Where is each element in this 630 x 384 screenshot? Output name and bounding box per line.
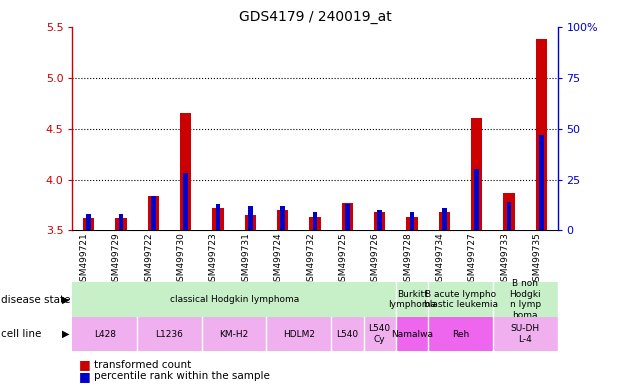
Text: Namalwa: Namalwa bbox=[391, 329, 433, 339]
Text: GSM499724: GSM499724 bbox=[273, 232, 283, 286]
Text: disease state: disease state bbox=[1, 295, 71, 305]
Bar bbox=[86, 214, 91, 230]
Bar bbox=[507, 202, 512, 230]
Bar bbox=[438, 212, 450, 230]
Bar bbox=[428, 282, 493, 317]
Bar bbox=[396, 282, 428, 317]
Bar bbox=[215, 204, 220, 230]
Text: Reh: Reh bbox=[452, 329, 469, 339]
Text: GSM499735: GSM499735 bbox=[532, 232, 541, 287]
Bar bbox=[212, 208, 224, 230]
Bar bbox=[471, 119, 483, 230]
Bar bbox=[442, 208, 447, 230]
Text: GSM499727: GSM499727 bbox=[467, 232, 477, 287]
Text: GSM499728: GSM499728 bbox=[403, 232, 412, 287]
Text: SU-DH
L-4: SU-DH L-4 bbox=[511, 324, 540, 344]
Bar bbox=[266, 317, 331, 351]
Bar bbox=[115, 218, 127, 230]
Text: transformed count: transformed count bbox=[94, 360, 192, 370]
Bar bbox=[493, 317, 558, 351]
Bar bbox=[280, 206, 285, 230]
Bar bbox=[312, 212, 318, 230]
Bar bbox=[137, 317, 202, 351]
Text: cell line: cell line bbox=[1, 329, 42, 339]
Text: GSM499725: GSM499725 bbox=[338, 232, 347, 287]
Bar bbox=[341, 203, 353, 230]
Bar bbox=[244, 215, 256, 230]
Text: GSM499731: GSM499731 bbox=[241, 232, 250, 287]
Bar bbox=[377, 210, 382, 230]
Bar bbox=[151, 196, 156, 230]
Text: GSM499732: GSM499732 bbox=[306, 232, 315, 287]
Text: ▶: ▶ bbox=[62, 295, 69, 305]
Bar bbox=[83, 218, 94, 230]
Bar bbox=[180, 113, 192, 230]
Text: ■: ■ bbox=[79, 358, 94, 371]
Bar bbox=[374, 212, 386, 230]
Bar bbox=[331, 317, 364, 351]
Text: GSM499734: GSM499734 bbox=[435, 232, 444, 287]
Bar bbox=[309, 217, 321, 230]
Text: GSM499730: GSM499730 bbox=[176, 232, 186, 287]
Bar bbox=[474, 169, 479, 230]
Text: L1236: L1236 bbox=[156, 329, 183, 339]
Bar bbox=[118, 214, 123, 230]
Bar bbox=[539, 135, 544, 230]
Text: Burkitt
lymphoma: Burkitt lymphoma bbox=[388, 290, 436, 309]
Bar bbox=[364, 317, 396, 351]
Bar bbox=[72, 282, 396, 317]
Text: KM-H2: KM-H2 bbox=[219, 329, 249, 339]
Text: B acute lympho
blastic leukemia: B acute lympho blastic leukemia bbox=[423, 290, 498, 309]
Bar bbox=[493, 282, 558, 317]
Bar bbox=[406, 217, 418, 230]
Text: HDLM2: HDLM2 bbox=[283, 329, 315, 339]
Bar bbox=[345, 204, 350, 230]
Text: classical Hodgkin lymphoma: classical Hodgkin lymphoma bbox=[169, 295, 299, 304]
Bar bbox=[536, 39, 547, 230]
Bar bbox=[503, 193, 515, 230]
Bar bbox=[396, 317, 428, 351]
Text: percentile rank within the sample: percentile rank within the sample bbox=[94, 371, 270, 381]
Text: GSM499723: GSM499723 bbox=[209, 232, 218, 287]
Bar bbox=[428, 317, 493, 351]
Bar bbox=[248, 206, 253, 230]
Bar bbox=[277, 210, 289, 230]
Bar bbox=[72, 317, 137, 351]
Bar bbox=[183, 174, 188, 230]
Bar bbox=[147, 196, 159, 230]
Title: GDS4179 / 240019_at: GDS4179 / 240019_at bbox=[239, 10, 391, 25]
Text: L428: L428 bbox=[94, 329, 116, 339]
Text: ■: ■ bbox=[79, 370, 94, 383]
Bar bbox=[410, 212, 415, 230]
Text: L540
Cy: L540 Cy bbox=[369, 324, 391, 344]
Text: GSM499733: GSM499733 bbox=[500, 232, 509, 287]
Text: ▶: ▶ bbox=[62, 329, 69, 339]
Text: GSM499722: GSM499722 bbox=[144, 232, 153, 286]
Text: GSM499729: GSM499729 bbox=[112, 232, 121, 287]
Text: L540: L540 bbox=[336, 329, 358, 339]
Bar bbox=[202, 317, 266, 351]
Text: GSM499721: GSM499721 bbox=[79, 232, 89, 287]
Text: GSM499726: GSM499726 bbox=[370, 232, 380, 287]
Text: B non
Hodgki
n lymp
homa: B non Hodgki n lymp homa bbox=[510, 280, 541, 319]
